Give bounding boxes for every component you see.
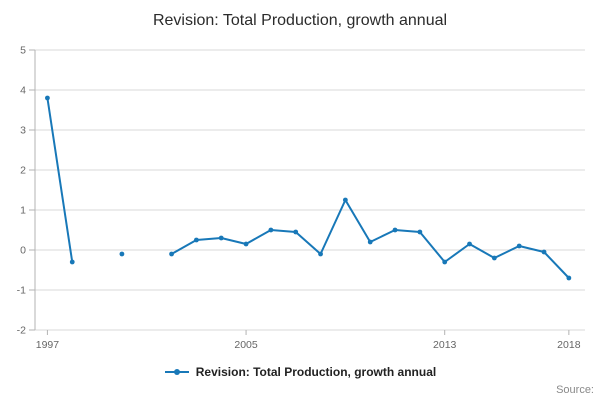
legend-label: Revision: Total Production, growth annua… [195, 365, 437, 379]
chart-page: Revision: Total Production, growth annua… [0, 12, 600, 396]
y-tick-label: 5 [20, 45, 26, 57]
x-tick-label: 2013 [433, 339, 457, 351]
x-axis: 1997 2005 2013 2018 [36, 330, 581, 351]
chart-area: -2 -1 0 1 2 3 4 5 1997 2005 2013 2018 [0, 38, 600, 360]
legend: Revision: Total Production, growth annua… [0, 362, 600, 382]
x-tick-label: 2005 [234, 339, 258, 351]
y-tick-label: -1 [17, 285, 26, 297]
series-points [45, 95, 572, 281]
legend-marker-icon [164, 369, 189, 375]
y-tick-label: 4 [20, 85, 26, 97]
y-tick-label: 1 [20, 205, 26, 217]
x-tick-label: 2018 [557, 339, 581, 351]
y-tick-label: -2 [17, 325, 26, 337]
chart-title: Revision: Total Production, growth annua… [152, 12, 448, 29]
source-label: Source: [556, 384, 594, 396]
chart-svg: -2 -1 0 1 2 3 4 5 1997 2005 2013 2018 [17, 45, 585, 351]
y-axis: -2 -1 0 1 2 3 4 5 [17, 45, 36, 337]
y-tick-label: 3 [20, 125, 26, 137]
gridlines [35, 49, 585, 331]
y-tick-label: 0 [20, 245, 26, 257]
series-line [46, 97, 570, 279]
y-tick-label: 2 [20, 165, 26, 177]
x-tick-label: 1997 [36, 339, 60, 351]
legend-item[interactable]: Revision: Total Production, growth annua… [164, 365, 436, 379]
